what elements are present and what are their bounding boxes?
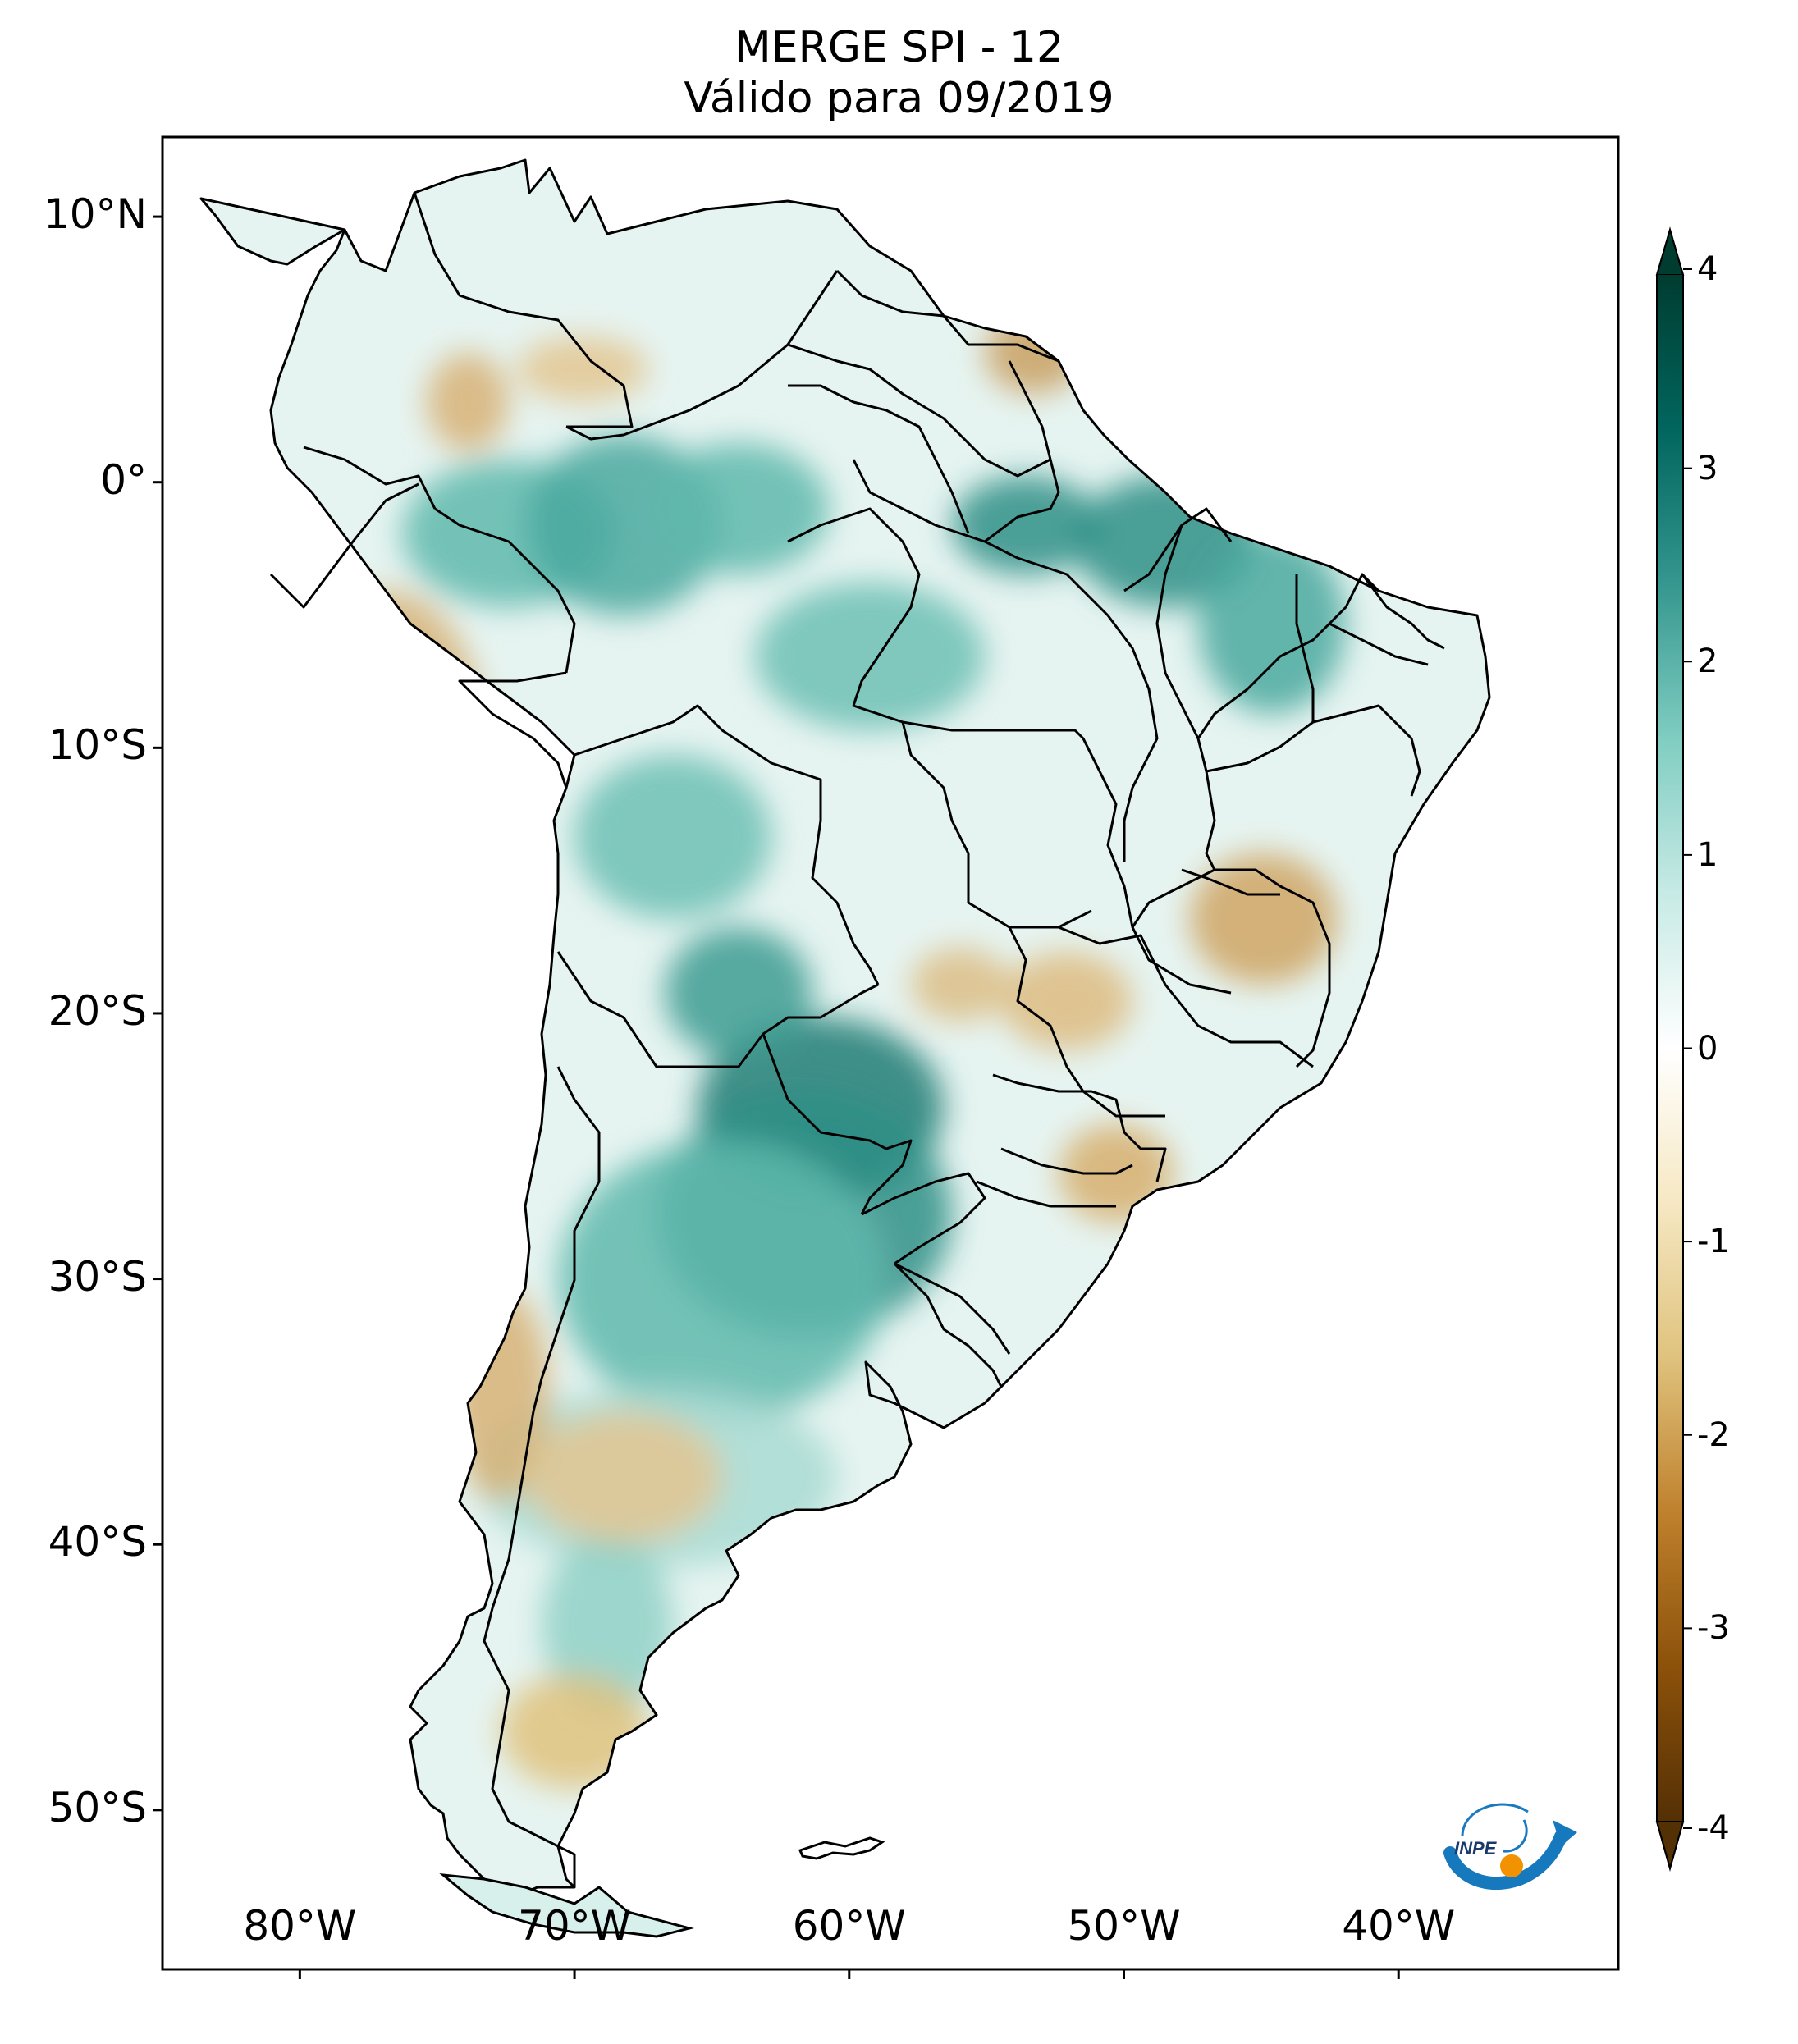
lat-tick-marks bbox=[153, 215, 162, 1812]
lon-label: 60°W bbox=[792, 1902, 906, 1950]
spi-anomaly-patch bbox=[525, 1411, 722, 1543]
border-line bbox=[413, 192, 634, 428]
border-line bbox=[434, 507, 576, 674]
logo-text: INPE bbox=[1454, 1838, 1498, 1859]
border-line bbox=[853, 704, 1085, 740]
border-line bbox=[1058, 926, 1314, 1068]
falkland-islands bbox=[798, 1836, 885, 1860]
border-line bbox=[303, 446, 437, 510]
colorbar-bar bbox=[1657, 275, 1683, 1822]
border-line bbox=[787, 343, 1051, 478]
border-line bbox=[269, 482, 419, 609]
colorbar-min-arrow bbox=[1655, 1821, 1685, 1872]
lon-label: 50°W bbox=[1067, 1902, 1181, 1950]
lat-label: 40°S bbox=[48, 1518, 147, 1566]
colorbar-label: 1 bbox=[1697, 835, 1718, 874]
border-line bbox=[556, 951, 879, 1068]
border-line bbox=[787, 507, 921, 706]
border-line bbox=[1000, 1147, 1133, 1175]
border-line bbox=[483, 1066, 601, 1887]
spi-anomaly-patch bbox=[665, 927, 812, 1059]
colorbar-label: 3 bbox=[1697, 449, 1718, 487]
border-line bbox=[1082, 738, 1232, 995]
map-frame bbox=[161, 135, 1620, 1971]
lat-label: 10°N bbox=[43, 190, 147, 239]
colorbar-label: 4 bbox=[1697, 250, 1718, 288]
inpe-logo: INPE bbox=[1443, 1803, 1577, 1891]
border-line bbox=[852, 459, 1109, 617]
map-title: MERGE SPI - 12 bbox=[734, 23, 1064, 72]
border-line bbox=[1181, 868, 1280, 896]
lat-label: 50°S bbox=[48, 1783, 147, 1831]
spi-anomaly-patch bbox=[1001, 952, 1132, 1050]
border-line bbox=[574, 704, 880, 985]
border-line bbox=[458, 671, 568, 789]
border-line bbox=[1008, 926, 1165, 1118]
colorbar-label: -4 bbox=[1697, 1809, 1730, 1847]
spi-anomaly-patch bbox=[517, 336, 648, 402]
border-line bbox=[992, 1073, 1167, 1182]
colorbar-label: -2 bbox=[1697, 1415, 1730, 1454]
spi-anomaly-patch bbox=[755, 583, 985, 730]
colorbar-label: -3 bbox=[1697, 1609, 1730, 1648]
border-line bbox=[835, 269, 945, 318]
border-line bbox=[565, 270, 839, 441]
lat-label: 20°S bbox=[48, 986, 147, 1035]
border-line bbox=[893, 1262, 1003, 1388]
border-line bbox=[901, 721, 1092, 929]
colorbar-label: -1 bbox=[1697, 1223, 1730, 1261]
colorbar-label: 2 bbox=[1697, 642, 1718, 681]
spi-anomaly-patch bbox=[648, 443, 829, 574]
spi-anomaly-patch bbox=[574, 755, 771, 919]
lon-tick-marks bbox=[298, 1969, 1400, 1979]
border-line bbox=[984, 360, 1060, 543]
spi-anomaly-patch bbox=[427, 353, 509, 451]
border-line bbox=[1155, 524, 1216, 871]
colorbar bbox=[1655, 226, 1692, 1872]
border-line bbox=[942, 315, 1059, 363]
border-line bbox=[1196, 573, 1380, 739]
lat-label: 10°S bbox=[48, 721, 147, 770]
border-line bbox=[1329, 622, 1429, 666]
spi-field bbox=[201, 160, 1489, 1895]
border-line bbox=[788, 384, 970, 534]
spi-anomaly-patch bbox=[952, 476, 1100, 574]
spi-anomaly-patch bbox=[542, 1534, 673, 1715]
tierra-del-fuego bbox=[439, 1873, 694, 1938]
lon-label: 80°W bbox=[243, 1902, 357, 1950]
border-line bbox=[1295, 574, 1315, 722]
colorbar-label: 0 bbox=[1697, 1029, 1718, 1068]
spi-anomaly-patch bbox=[911, 948, 1009, 1022]
spi-anomaly-patch bbox=[558, 1141, 886, 1420]
spi-anomaly-patch bbox=[1190, 853, 1338, 985]
coastline bbox=[199, 158, 1491, 1897]
lon-label: 70°W bbox=[518, 1902, 632, 1950]
border-line bbox=[861, 1172, 986, 1265]
country-borders bbox=[269, 192, 1445, 1887]
border-line bbox=[976, 1180, 1116, 1208]
border-line bbox=[894, 1262, 1011, 1355]
border-line bbox=[1361, 574, 1445, 650]
map-subtitle: Válido para 09/2019 bbox=[684, 74, 1114, 123]
lat-label: 0° bbox=[100, 455, 147, 504]
border-line bbox=[1131, 868, 1331, 1068]
border-line bbox=[762, 1033, 913, 1215]
border-line bbox=[1393, 720, 1421, 797]
border-line bbox=[1106, 615, 1159, 862]
colorbar-max-arrow bbox=[1655, 226, 1685, 276]
colorbar-outline bbox=[1656, 226, 1684, 1872]
lat-label: 30°S bbox=[48, 1252, 147, 1301]
lon-label: 40°W bbox=[1342, 1902, 1456, 1950]
